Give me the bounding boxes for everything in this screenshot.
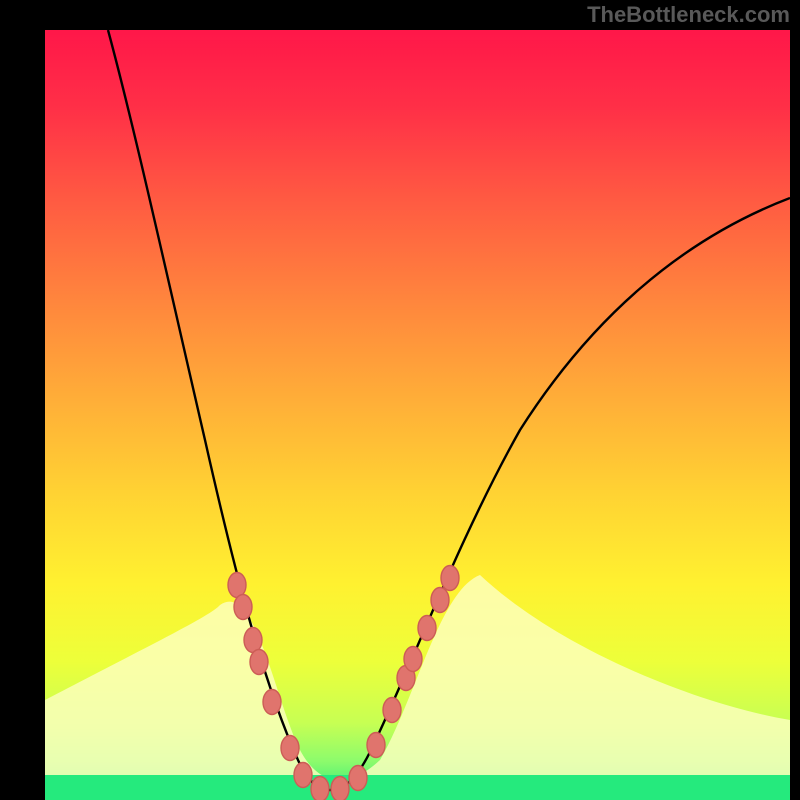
curve-marker [294,763,312,788]
curve-marker [281,736,299,761]
curve-marker [244,628,262,653]
bottom-band [45,775,790,800]
curve-marker [228,573,246,598]
curve-marker [431,588,449,613]
curve-marker [367,733,385,758]
bottleneck-chart-svg: TheBottleneck.com [0,0,800,800]
curve-marker [418,616,436,641]
curve-marker [349,766,367,791]
curve-marker [234,595,252,620]
chart-root: TheBottleneck.com [0,0,800,800]
curve-marker [383,698,401,723]
curve-marker [441,566,459,591]
attribution-text: TheBottleneck.com [587,2,790,27]
curve-marker [404,647,422,672]
curve-marker [263,690,281,715]
curve-marker [331,777,349,800]
curve-marker [311,777,329,800]
curve-marker [250,650,268,675]
